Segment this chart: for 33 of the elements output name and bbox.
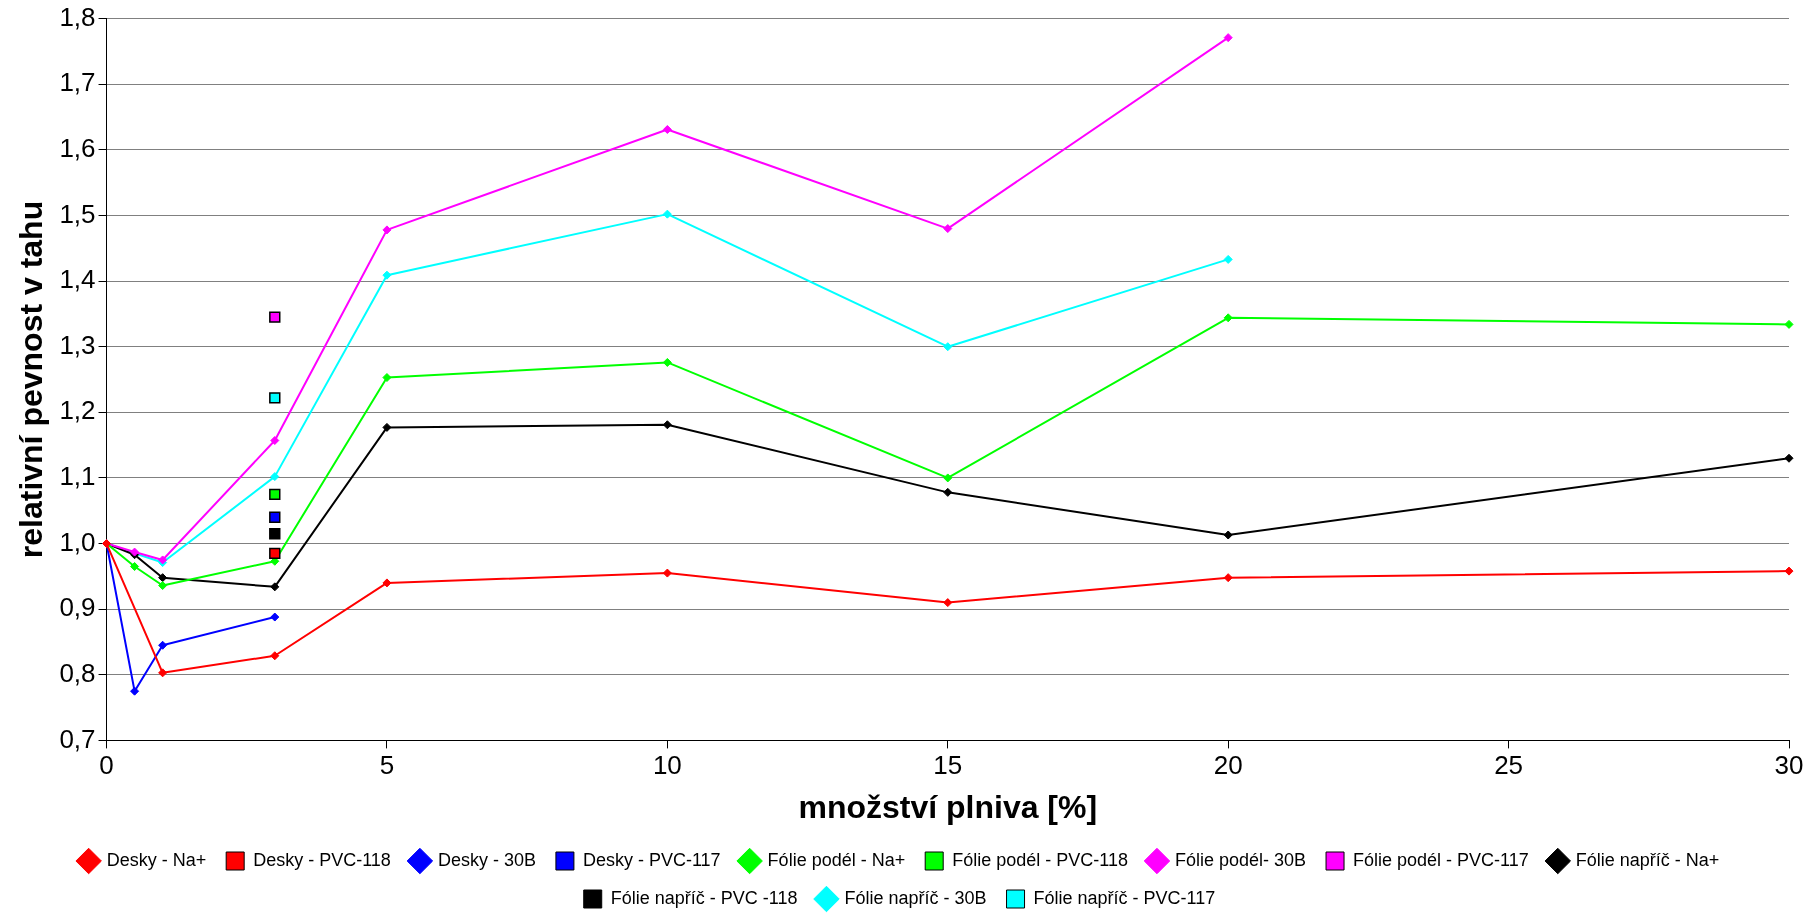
y-tick-label: 0,8 xyxy=(59,657,96,688)
legend-label: Desky - PVC-118 xyxy=(253,849,391,870)
y-tick-label: 1,4 xyxy=(59,264,96,295)
x-tick-label: 25 xyxy=(1494,750,1524,781)
y-tick-label: 1,2 xyxy=(59,395,96,426)
y-tick-label: 0,7 xyxy=(59,723,96,754)
x-tick-label: 10 xyxy=(652,750,682,781)
y-tick-label: 1,0 xyxy=(59,526,96,557)
legend-label: Fólie podél - PVC-117 xyxy=(1353,849,1529,870)
x-tick-label: 30 xyxy=(1774,750,1804,781)
x-tick-label: 20 xyxy=(1213,750,1243,781)
legend-label: Fólie napříč - PVC -118 xyxy=(610,887,798,908)
x-tick-label: 15 xyxy=(933,750,963,781)
legend-label: Fólie napříč - 30B xyxy=(844,887,987,908)
legend-label: Fólie podél- 30B xyxy=(1174,849,1307,870)
legend-label: Desky - 30B xyxy=(437,849,536,870)
legend-label: Desky - PVC-117 xyxy=(582,849,721,870)
y-tick-label: 1,5 xyxy=(59,198,96,229)
y-tick-label: 1,3 xyxy=(59,329,96,360)
y-tick-label: 1,8 xyxy=(59,1,96,32)
x-axis-title: množství plniva [%] xyxy=(798,788,1098,825)
y-axis-title: relativní pevnost v tahu xyxy=(13,200,50,559)
y-tick-label: 1,1 xyxy=(59,461,96,492)
legend-label: Fólie napříč - Na+ xyxy=(1575,849,1720,870)
x-tick-label: 0 xyxy=(99,750,114,781)
y-tick-label: 0,9 xyxy=(59,592,96,623)
legend-label: Fólie podél - Na+ xyxy=(767,849,906,870)
legend-label: Fólie napříč - PVC-117 xyxy=(1033,887,1216,908)
y-tick-label: 1,6 xyxy=(59,133,96,164)
y-tick-label: 1,7 xyxy=(59,67,96,98)
legend-label: Fólie podél - PVC-118 xyxy=(952,849,1128,870)
legend-label: Desky - Na+ xyxy=(106,849,207,870)
x-tick-label: 5 xyxy=(379,750,395,781)
